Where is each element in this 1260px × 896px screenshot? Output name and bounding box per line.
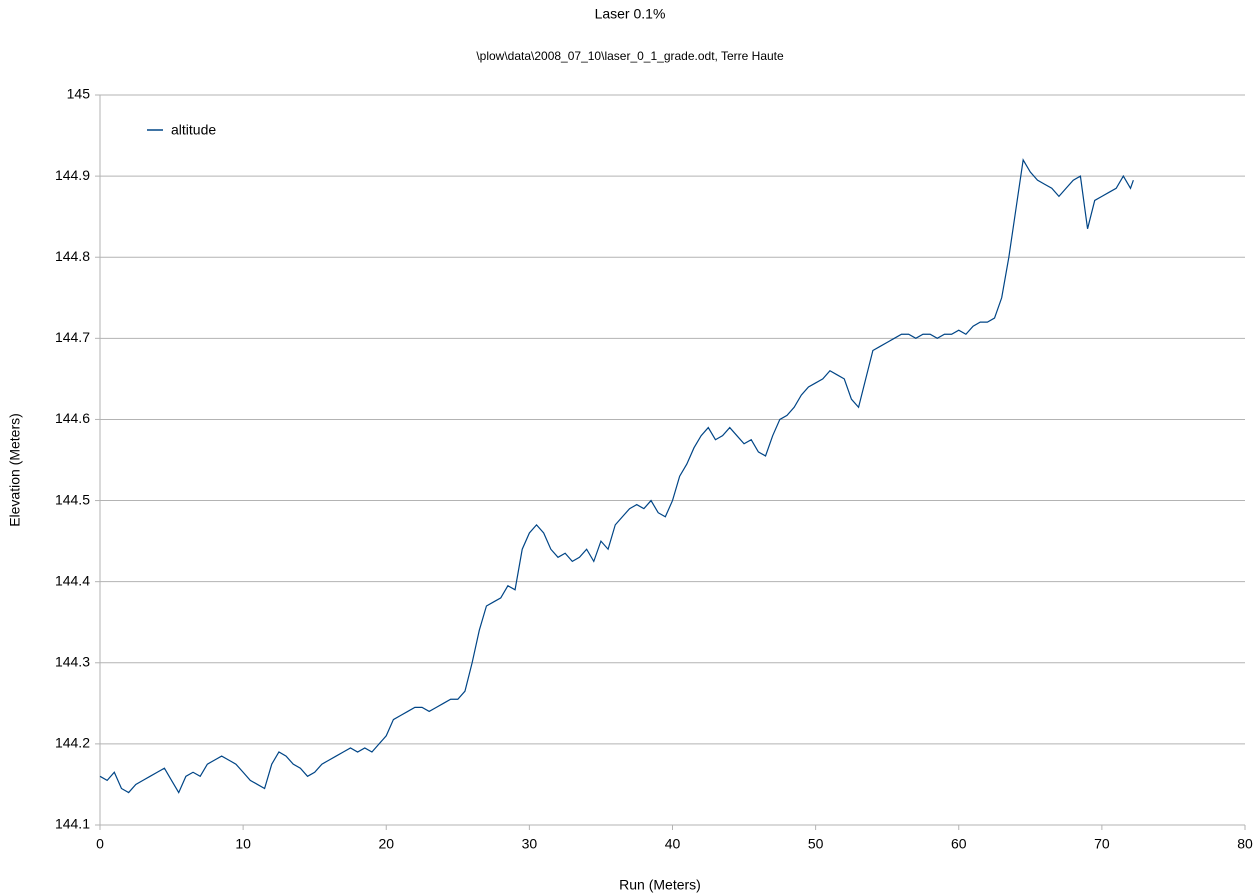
y-tick-label: 145 xyxy=(67,86,91,102)
x-tick-label: 40 xyxy=(665,836,681,852)
y-tick-label: 144.4 xyxy=(55,572,90,588)
x-tick-label: 80 xyxy=(1237,836,1253,852)
y-axis-label: Elevation (Meters) xyxy=(7,413,23,527)
legend-label: altitude xyxy=(171,122,216,138)
x-tick-label: 30 xyxy=(522,836,538,852)
x-tick-label: 70 xyxy=(1094,836,1110,852)
x-tick-label: 20 xyxy=(378,836,394,852)
chart-subtitle: \plow\data\2008_07_10\laser_0_1_grade.od… xyxy=(476,49,784,63)
y-tick-label: 144.8 xyxy=(55,248,90,264)
y-tick-label: 144.2 xyxy=(55,735,90,751)
y-tick-label: 144.6 xyxy=(55,410,90,426)
chart-title: Laser 0.1% xyxy=(595,6,666,22)
data-line xyxy=(99,158,1134,794)
x-tick-label: 0 xyxy=(96,836,104,852)
x-tick-label: 10 xyxy=(235,836,251,852)
y-tick-label: 144.7 xyxy=(55,329,90,345)
y-tick-label: 144.5 xyxy=(55,491,90,507)
x-tick-label: 50 xyxy=(808,836,824,852)
y-tick-label: 144.3 xyxy=(55,653,90,669)
y-tick-label: 144.1 xyxy=(55,816,90,832)
y-tick-label: 144.9 xyxy=(55,167,90,183)
x-axis-label: Run (Meters) xyxy=(619,877,701,893)
x-tick-label: 60 xyxy=(951,836,967,852)
